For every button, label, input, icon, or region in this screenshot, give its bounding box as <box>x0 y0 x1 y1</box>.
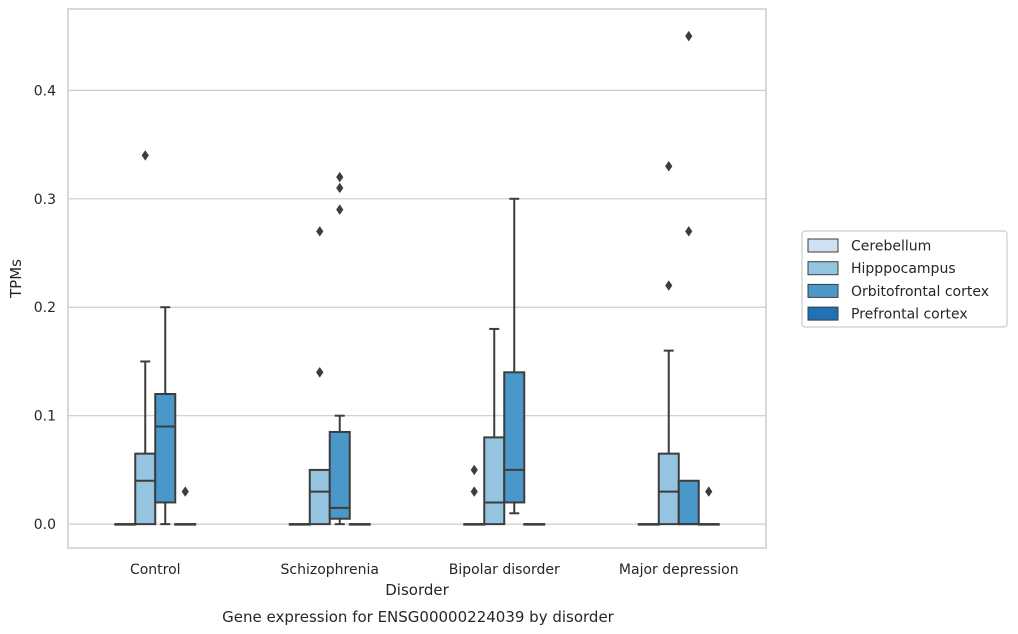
legend: Cerebellum Hipppocampus Orbitofrontal cort… <box>801 230 1008 328</box>
box-2-0 <box>463 464 486 526</box>
y-tick-label: 0.1 <box>34 409 56 425</box>
plot-frame <box>67 8 767 549</box>
outlier-point <box>336 204 344 215</box>
outlier-point <box>470 464 478 476</box>
box-3-3 <box>697 486 720 526</box>
legend-swatch <box>807 283 839 298</box>
legend-label: Cerebellum <box>851 239 931 255</box>
legend-frame <box>801 230 1008 328</box>
outlier-point <box>665 161 673 172</box>
y-tick-label: 0.2 <box>34 300 56 316</box>
y-axis-ticks: 0.0 0.1 0.2 0.3 0.4 <box>34 83 56 533</box>
box-body <box>657 452 680 526</box>
x-axis-label: Disorder <box>385 581 449 599</box>
outlier-point <box>141 150 149 161</box>
y-tick-label: 0.0 <box>34 517 56 533</box>
legend-item: Orbitofrontal cortex <box>807 283 989 300</box>
box-body <box>134 452 157 526</box>
box-body <box>154 393 177 504</box>
outlier-point <box>336 171 344 183</box>
outlier-point <box>685 30 693 42</box>
outlier-point <box>316 226 324 237</box>
box-0-1 <box>134 150 157 526</box>
box-body <box>677 479 700 526</box>
box-2-2 <box>503 197 526 515</box>
x-axis-ticks: Control Schizophrenia Bipolar disorder Majo… <box>130 562 739 578</box>
box-0-0 <box>114 523 137 526</box>
outlier-point <box>181 486 189 497</box>
x-tick-label: Bipolar disorder <box>449 562 560 578</box>
chart-caption: Gene expression for ENSG00000224039 by d… <box>222 608 615 626</box>
box-0-3 <box>174 486 197 526</box>
x-tick-label: Schizophrenia <box>281 562 379 578</box>
box-1-2 <box>328 171 351 526</box>
legend-item: Cerebellum <box>807 238 931 255</box>
box-3-2 <box>677 30 700 526</box>
box-body <box>503 371 526 504</box>
y-axis-label: TPMs <box>7 259 25 299</box>
outlier-point <box>705 486 713 497</box>
box-3-0 <box>637 523 660 526</box>
outlier-point <box>665 280 673 291</box>
legend-item: Hipppocampus <box>807 261 956 277</box>
box-body <box>483 436 506 526</box>
box-2-1 <box>483 327 506 526</box>
y-tick-label: 0.3 <box>34 192 56 208</box>
box-body <box>328 430 351 520</box>
x-tick-label: Major depression <box>619 562 739 578</box>
legend-label: Hipppocampus <box>851 261 956 277</box>
box-3-1 <box>657 161 680 526</box>
outlier-point <box>685 226 693 237</box>
x-tick-label: Control <box>130 562 181 578</box>
outlier-point <box>336 182 344 194</box>
legend-swatch <box>807 238 839 253</box>
legend-item: Prefrontal cortex <box>807 306 968 323</box>
legend-label: Prefrontal cortex <box>851 307 968 323</box>
legend-swatch <box>807 306 839 321</box>
box-1-3 <box>348 523 371 526</box>
box-2-3 <box>523 523 546 526</box>
box-0-2 <box>154 306 177 526</box>
box-1-1 <box>308 226 331 526</box>
legend-swatch <box>807 261 839 276</box>
outlier-point <box>470 486 478 497</box>
y-tick-label: 0.4 <box>34 83 56 99</box>
legend-label: Orbitofrontal cortex <box>851 284 989 300</box>
box-1-0 <box>288 523 311 526</box>
box-body <box>308 468 331 526</box>
box-groups <box>114 30 720 526</box>
outlier-point <box>316 367 324 378</box>
